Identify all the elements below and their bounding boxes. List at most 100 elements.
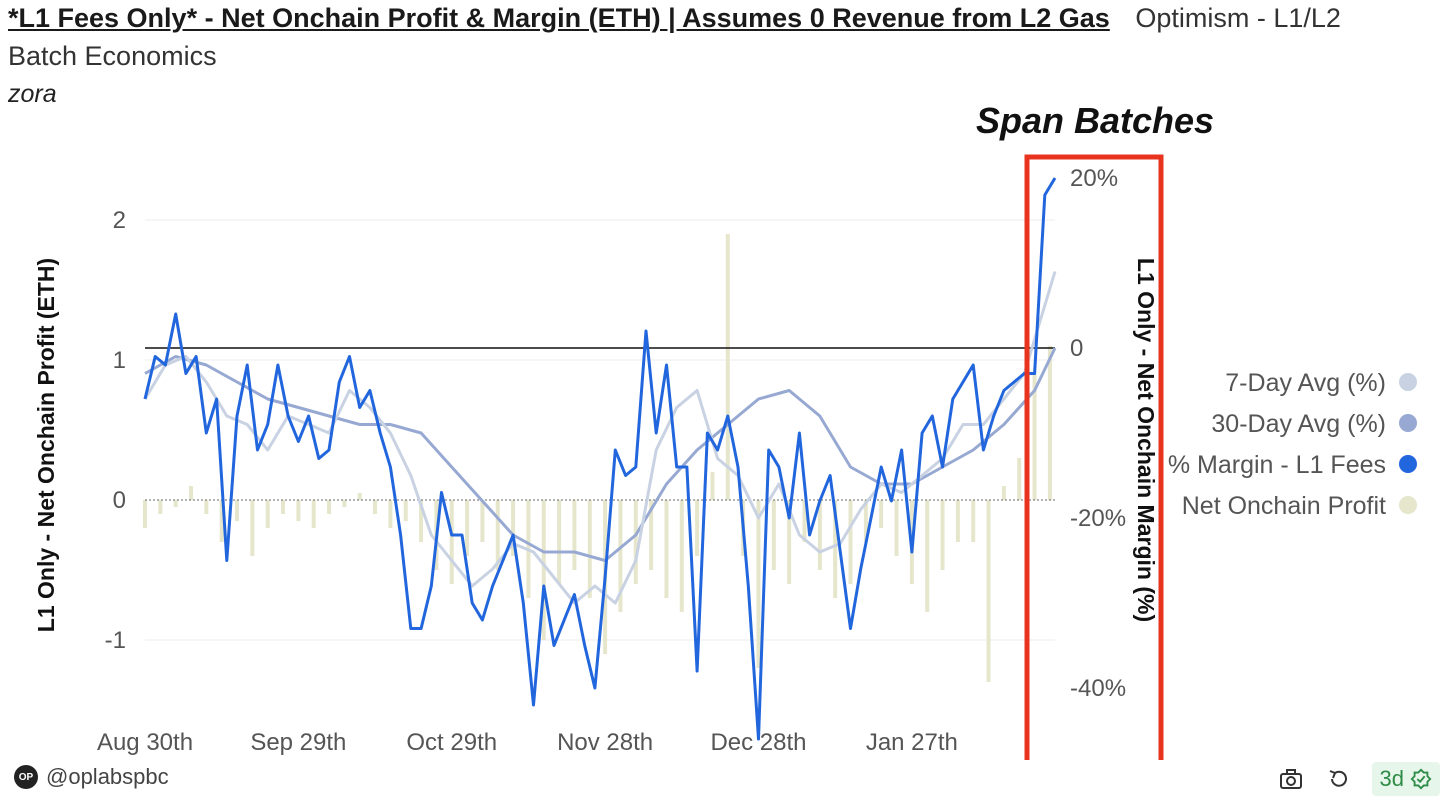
profit-bar[interactable] bbox=[572, 500, 577, 570]
profit-bar[interactable] bbox=[327, 500, 332, 514]
profit-bar[interactable] bbox=[633, 500, 638, 584]
y-right-tick-label: 20% bbox=[1070, 165, 1118, 192]
camera-icon[interactable] bbox=[1276, 764, 1306, 794]
legend-swatch bbox=[1399, 455, 1417, 473]
profit-bar[interactable] bbox=[557, 500, 562, 584]
profit-bar[interactable] bbox=[925, 500, 930, 612]
profit-bar[interactable] bbox=[695, 500, 700, 556]
freshness-badge-label: 3d bbox=[1379, 766, 1404, 791]
x-tick-label: Dec 28th bbox=[710, 729, 806, 756]
profit-bar[interactable] bbox=[1017, 458, 1022, 500]
legend-swatch bbox=[1399, 496, 1417, 514]
profit-bar[interactable] bbox=[863, 500, 868, 542]
x-tick-label: Sep 29th bbox=[250, 729, 346, 756]
profit-bar[interactable] bbox=[173, 500, 178, 507]
profit-bar[interactable] bbox=[311, 500, 316, 528]
verified-icon bbox=[1410, 768, 1432, 790]
x-tick-label: Nov 28th bbox=[557, 729, 653, 756]
profit-bar[interactable] bbox=[419, 500, 424, 542]
legend-swatch bbox=[1399, 373, 1417, 391]
profit-bar[interactable] bbox=[894, 500, 899, 556]
profit-bar[interactable] bbox=[679, 500, 684, 612]
y-left-tick-label: 0 bbox=[113, 487, 126, 514]
span-batches-box bbox=[1024, 154, 1164, 760]
profit-bar[interactable] bbox=[833, 500, 838, 598]
legend-label: Net Onchain Profit bbox=[1182, 492, 1386, 520]
profit-bar[interactable] bbox=[357, 493, 362, 500]
profit-bar[interactable] bbox=[219, 500, 224, 542]
profit-bar[interactable] bbox=[756, 500, 761, 668]
profit-bar[interactable] bbox=[480, 500, 485, 542]
avg7-line[interactable] bbox=[143, 271, 1057, 605]
profit-bar[interactable] bbox=[403, 500, 408, 521]
op-logo-icon: OP bbox=[14, 765, 38, 789]
legend-swatch bbox=[1399, 414, 1417, 432]
profit-bar[interactable] bbox=[541, 500, 546, 640]
chart-subtitle: Optimism - L1/L2 bbox=[1135, 3, 1341, 33]
span-batches-label: Span Batches bbox=[976, 100, 1214, 141]
profit-bar[interactable] bbox=[449, 500, 454, 584]
profit-bar[interactable] bbox=[955, 500, 960, 542]
profit-bar[interactable] bbox=[250, 500, 255, 556]
query-name: zora bbox=[8, 80, 57, 108]
profit-bar[interactable] bbox=[265, 500, 270, 528]
profit-bar[interactable] bbox=[158, 500, 163, 514]
y-right-tick-label: -20% bbox=[1070, 505, 1126, 532]
profit-bar[interactable] bbox=[971, 500, 976, 542]
profit-bar[interactable] bbox=[511, 500, 516, 556]
title-row: *L1 Fees Only* - Net Onchain Profit & Ma… bbox=[8, 0, 1438, 36]
legend-label: 30-Day Avg (%) bbox=[1211, 410, 1386, 438]
profit-bar[interactable] bbox=[802, 500, 807, 542]
combo-chart: 2 1 0 -1 20% 0 -20% -40% Aug 30th Sep 29th Oct 29t… bbox=[33, 100, 1417, 760]
legend-label: 7-Day Avg (%) bbox=[1225, 369, 1386, 397]
profit-bar[interactable] bbox=[281, 500, 286, 514]
profit-bar[interactable] bbox=[725, 234, 730, 500]
profit-bar[interactable] bbox=[587, 500, 592, 598]
author-handle[interactable]: @oplabspbc bbox=[46, 764, 169, 789]
y-left-tick-label: 2 bbox=[113, 207, 126, 234]
profit-bar[interactable] bbox=[204, 500, 209, 514]
profit-bar[interactable] bbox=[342, 500, 347, 507]
profit-bar[interactable] bbox=[787, 500, 792, 584]
chart-toolbar: 3d bbox=[1276, 762, 1440, 796]
profit-bar[interactable] bbox=[879, 500, 884, 528]
x-tick-label: Jan 27th bbox=[866, 729, 958, 756]
profit-bar[interactable] bbox=[143, 500, 147, 528]
profit-bar[interactable] bbox=[848, 500, 853, 584]
profit-bar[interactable] bbox=[664, 500, 669, 598]
y-left-tick-label: 1 bbox=[113, 347, 126, 374]
y-right-axis-title: L1 Only - Net Onchain Margin (%) bbox=[1133, 258, 1159, 622]
x-tick-label: Oct 29th bbox=[406, 729, 497, 756]
margin-line[interactable] bbox=[143, 177, 1057, 741]
y-left-tick-label: -1 bbox=[105, 627, 126, 654]
profit-bar[interactable] bbox=[373, 500, 378, 514]
profit-bar[interactable] bbox=[710, 472, 715, 500]
profit-bar[interactable] bbox=[771, 500, 776, 570]
profit-bar[interactable] bbox=[495, 500, 500, 570]
x-tick-label: Aug 30th bbox=[97, 729, 193, 756]
footer: OP @oplabspbc bbox=[14, 764, 169, 790]
chart-subtitle-continued: Batch Economics bbox=[8, 41, 217, 71]
chart-header: *L1 Fees Only* - Net Onchain Profit & Ma… bbox=[8, 0, 1438, 112]
profit-bar[interactable] bbox=[296, 500, 301, 521]
y-right-tick-label: 0 bbox=[1070, 335, 1083, 362]
profit-bar[interactable] bbox=[1047, 346, 1052, 500]
refresh-icon[interactable] bbox=[1324, 764, 1354, 794]
profit-bar[interactable] bbox=[817, 500, 822, 570]
profit-bar[interactable] bbox=[986, 500, 991, 682]
chart-title-link[interactable]: *L1 Fees Only* - Net Onchain Profit & Ma… bbox=[8, 3, 1110, 33]
profit-bar[interactable] bbox=[618, 500, 623, 612]
legend-label: % Margin - L1 Fees bbox=[1168, 451, 1386, 479]
profit-bar[interactable] bbox=[189, 486, 194, 500]
profit-bar[interactable] bbox=[940, 500, 945, 570]
profit-bar[interactable] bbox=[465, 500, 470, 556]
profit-bar[interactable] bbox=[388, 500, 393, 528]
profit-bar[interactable] bbox=[1001, 486, 1006, 500]
profit-bar[interactable] bbox=[235, 500, 240, 521]
y-left-axis-title: L1 Only - Net Onchain Profit (ETH) bbox=[33, 258, 59, 632]
profit-bar[interactable] bbox=[1032, 374, 1037, 500]
profit-bar[interactable] bbox=[649, 500, 654, 570]
freshness-badge[interactable]: 3d bbox=[1371, 762, 1440, 796]
y-right-tick-label: -40% bbox=[1070, 675, 1126, 702]
